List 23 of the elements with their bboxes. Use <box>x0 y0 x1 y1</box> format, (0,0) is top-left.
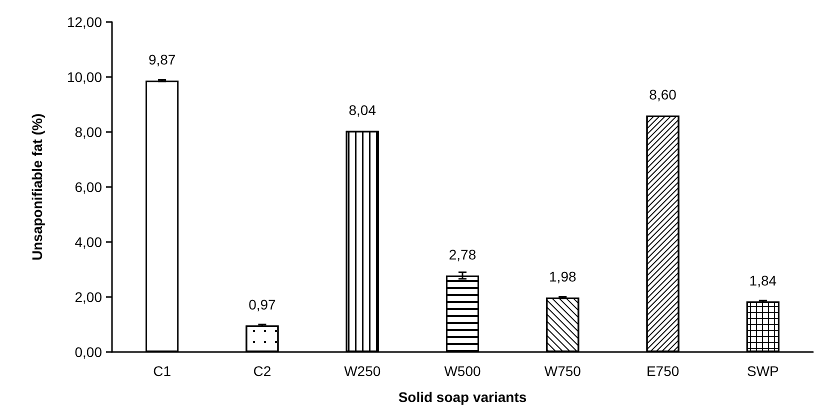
y-tick-label: 8,00 <box>74 124 102 140</box>
y-tick-label: 10,00 <box>66 69 102 85</box>
y-tick-label: 4,00 <box>74 234 102 250</box>
x-tick-label: C1 <box>153 363 172 379</box>
y-tick-label: 6,00 <box>74 179 102 195</box>
y-axis-title: Unsaponifiable fat (%) <box>29 113 45 261</box>
data-label: 9,87 <box>148 52 176 68</box>
x-tick-label: W750 <box>544 363 582 379</box>
y-tick-label: 12,00 <box>66 14 102 30</box>
data-label: 2,78 <box>448 246 476 263</box>
x-tick-label: W250 <box>344 363 381 379</box>
data-label: 8,04 <box>348 102 376 118</box>
x-tick-label: W500 <box>444 363 481 379</box>
y-tick-label: 2,00 <box>74 289 102 305</box>
x-tick-label: E750 <box>646 363 680 379</box>
data-label: 1,84 <box>749 272 777 288</box>
data-label: 8,60 <box>649 86 677 102</box>
y-tick-label: 0,00 <box>74 344 102 360</box>
x-axis-title: Solid soap variants <box>398 389 527 405</box>
data-label: 0,97 <box>248 296 276 312</box>
x-tick-label: C2 <box>253 363 272 379</box>
x-tick-label: SWP <box>746 363 779 379</box>
data-label: 1,98 <box>549 268 576 285</box>
